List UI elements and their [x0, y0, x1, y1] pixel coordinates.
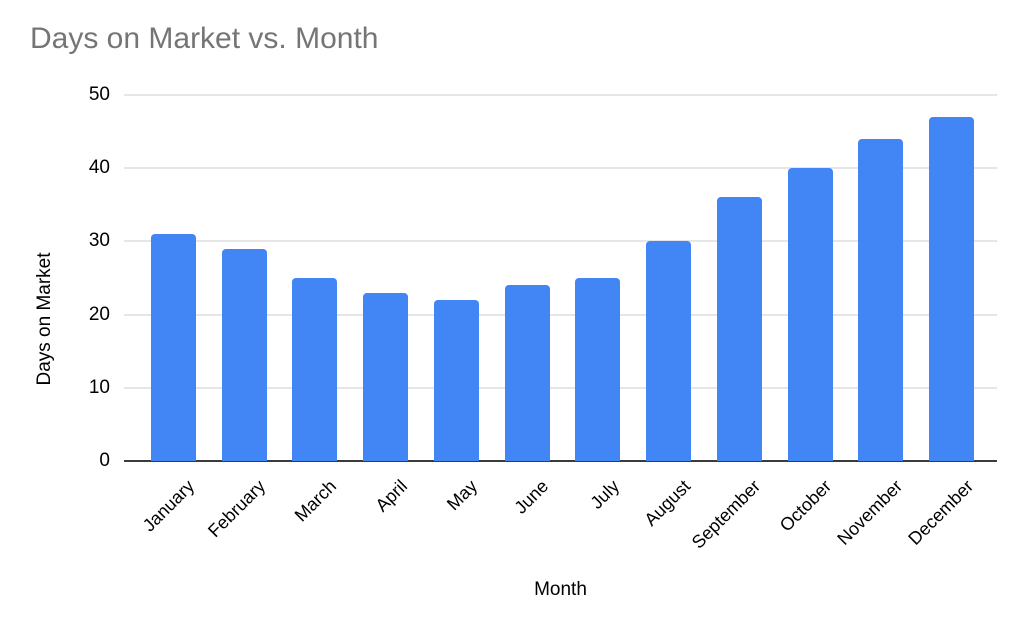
- y-tick-label-0: 0: [99, 450, 110, 471]
- x-tick-label-august: August: [639, 476, 694, 530]
- x-tick-label-april: April: [371, 476, 411, 516]
- bar-october: [787, 168, 833, 461]
- y-tick-label-30: 30: [88, 230, 110, 252]
- y-axis-title: Days on Market: [34, 252, 55, 386]
- chart-title: Days on Market vs. Month: [30, 22, 379, 55]
- x-tick-label-october: October: [775, 476, 836, 536]
- x-tick-label-december: December: [903, 476, 977, 549]
- gridline-20: [124, 313, 997, 316]
- gridline-10: [124, 386, 997, 389]
- bar-january: [150, 234, 196, 461]
- bar-february: [221, 248, 267, 461]
- x-tick-label-june: June: [510, 476, 553, 518]
- gridline-50: [124, 94, 997, 96]
- y-tick-label-10: 10: [88, 376, 110, 398]
- bar-june: [504, 285, 550, 461]
- x-axis-title: Month: [534, 579, 587, 600]
- x-tick-label-january: January: [139, 476, 199, 536]
- bar-may: [433, 299, 479, 461]
- bar-july: [575, 278, 621, 461]
- bar-april: [363, 292, 409, 461]
- y-tick-label-20: 20: [88, 303, 110, 325]
- bar-september: [716, 197, 762, 461]
- gridline-40: [124, 167, 997, 170]
- x-tick-label-march: March: [290, 476, 341, 526]
- bar-november: [858, 138, 904, 461]
- y-tick-label-40: 40: [88, 157, 110, 179]
- x-tick-label-july: July: [586, 476, 624, 513]
- x-tick-label-september: September: [688, 476, 765, 553]
- bar-march: [292, 278, 338, 461]
- bar-august: [646, 241, 692, 461]
- y-tick-label-50: 50: [88, 84, 110, 105]
- x-tick-label-february: February: [204, 476, 270, 542]
- x-tick-label-november: November: [833, 476, 907, 549]
- x-axis-line: [124, 460, 997, 462]
- x-tick-label-may: May: [443, 476, 482, 515]
- gridline-30: [124, 240, 997, 243]
- bar-december: [929, 116, 975, 461]
- plot-area: 0 10 20 30 40 50 January February March April May J…: [89, 84, 997, 552]
